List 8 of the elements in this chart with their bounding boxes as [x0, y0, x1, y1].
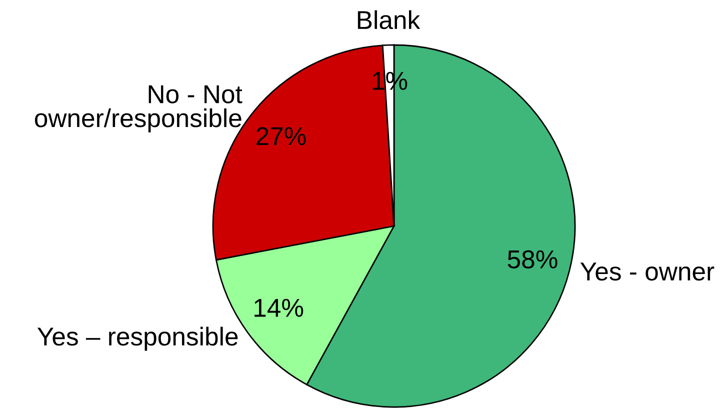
- slice-label: No - Not owner/responsible: [34, 85, 242, 132]
- data-label: 1%: [372, 72, 408, 90]
- slice-label: Blank: [358, 10, 420, 30]
- data-label: 14%: [254, 298, 304, 317]
- data-label: 27%: [256, 127, 306, 146]
- data-label: 58%: [508, 250, 558, 268]
- slice-label: Yes – responsible: [37, 326, 238, 351]
- slice-label: Yes - owner: [580, 262, 714, 281]
